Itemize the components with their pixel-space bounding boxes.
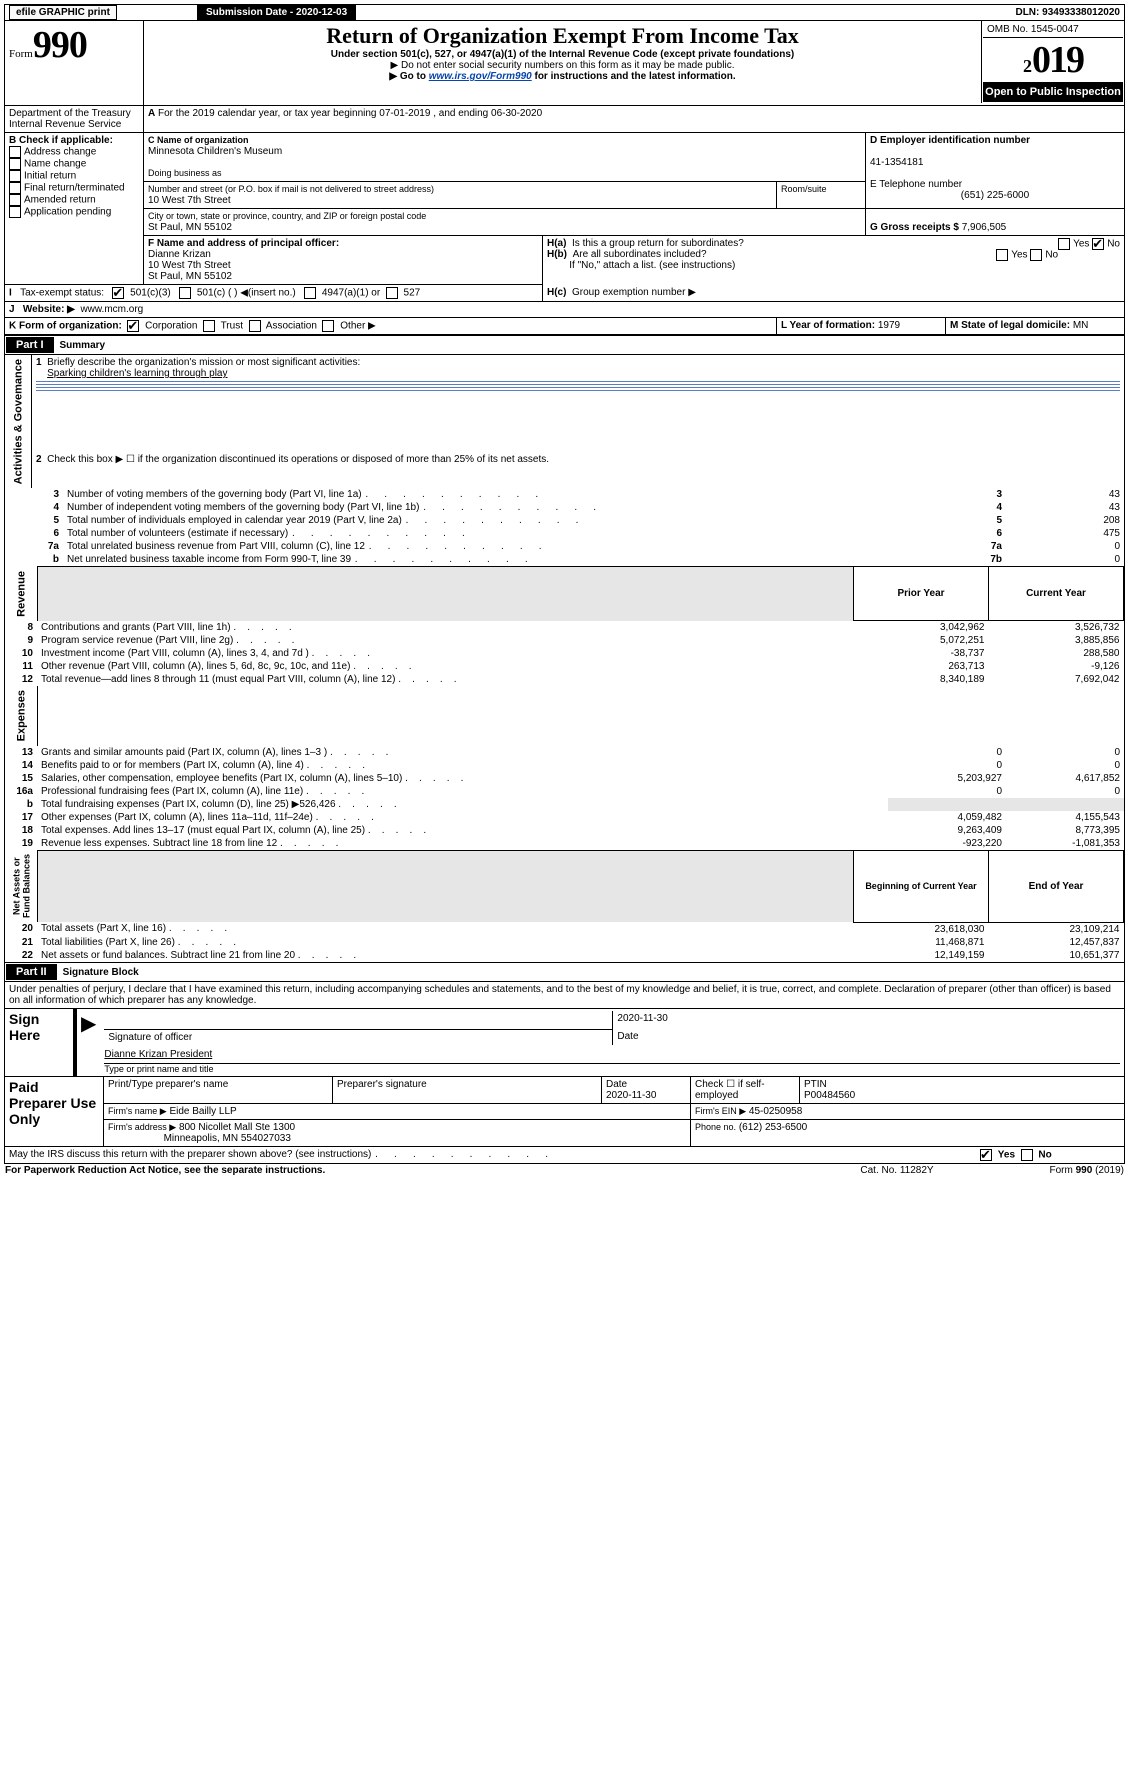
dept-treasury: Department of the TreasuryInternal Reven… bbox=[5, 106, 144, 133]
form-subtitle: Under section 501(c), 527, or 4947(a)(1)… bbox=[148, 49, 977, 60]
discuss: May the IRS discuss this return with the… bbox=[5, 1146, 976, 1163]
col-prior: Prior Year bbox=[854, 567, 989, 621]
section-b: B Check if applicable: Address change Na… bbox=[5, 133, 144, 236]
section-g: G Gross receipts $ 7,906,505 bbox=[866, 209, 1125, 236]
addr: 10 West 7th Street bbox=[148, 195, 231, 206]
part2-hdr: Part II bbox=[6, 964, 57, 980]
date-lbl: Date bbox=[613, 1029, 1120, 1045]
cb-initial[interactable] bbox=[9, 170, 21, 182]
section-j: J Website: ▶ www.mcm.org bbox=[5, 302, 1124, 318]
firm-addr-lbl: Firm's address ▶ bbox=[108, 1122, 176, 1132]
section-i: I Tax-exempt status: 501(c)(3) 501(c) ( … bbox=[5, 285, 543, 302]
part2-title: Signature Block bbox=[57, 967, 139, 978]
room-label: Room/suite bbox=[777, 182, 866, 209]
section-f: F Name and address of principal officer:… bbox=[144, 236, 543, 285]
tax-year: 2019 bbox=[983, 38, 1123, 82]
cb-501c[interactable] bbox=[179, 287, 191, 299]
city: St Paul, MN 55102 bbox=[148, 222, 232, 233]
p2: Preparer's signature bbox=[333, 1076, 602, 1103]
sig-date: 2020-11-30 bbox=[613, 1011, 1120, 1030]
omb-number: OMB No. 1545-0047 bbox=[983, 22, 1123, 38]
part1-title: Summary bbox=[54, 340, 106, 351]
addr-label: Number and street (or P.O. box if mail i… bbox=[148, 184, 434, 194]
section-m: M State of legal domicile: MN bbox=[946, 318, 1125, 335]
paid-preparer: Paid Preparer Use Only bbox=[9, 1079, 99, 1127]
dba-label: Doing business as bbox=[148, 168, 222, 178]
open-public: Open to Public Inspection bbox=[983, 82, 1123, 102]
declaration: Under penalties of perjury, I declare th… bbox=[5, 982, 1124, 1008]
name-lbl: Type or print name and title bbox=[104, 1064, 1120, 1074]
cb-hb-yes[interactable] bbox=[996, 249, 1008, 261]
footer-l: For Paperwork Reduction Act Notice, see … bbox=[5, 1165, 325, 1176]
c-name-label: C Name of organization bbox=[148, 135, 249, 145]
form-number: Form990 bbox=[9, 23, 139, 67]
officer-name: Dianne Krizan President bbox=[104, 1049, 212, 1060]
col-current: Current Year bbox=[989, 567, 1124, 621]
col-boy: Beginning of Current Year bbox=[854, 850, 989, 922]
ein: 45-0250958 bbox=[749, 1106, 802, 1117]
vlabel-na: Net Assets orFund Balances bbox=[5, 850, 37, 922]
sig-officer-lbl: Signature of officer bbox=[104, 1029, 613, 1045]
top-bar: efile GRAPHIC print Submission Date - 20… bbox=[5, 5, 1124, 21]
cb-501c3[interactable] bbox=[112, 287, 124, 299]
line-a: A For the 2019 calendar year, or tax yea… bbox=[144, 106, 1125, 133]
cb-other[interactable] bbox=[322, 320, 334, 332]
dln: DLN: 93493338012020 bbox=[1015, 7, 1120, 18]
p5: PTINP00484560 bbox=[800, 1076, 1125, 1103]
note-link: ▶ Go to www.irs.gov/Form990 for instruct… bbox=[148, 71, 977, 82]
section-d-e: D Employer identification number 41-1354… bbox=[866, 133, 1125, 209]
sign-here: Sign Here bbox=[9, 1011, 69, 1043]
cb-hb-no[interactable] bbox=[1030, 249, 1042, 261]
cb-assoc[interactable] bbox=[249, 320, 261, 332]
footer-r: Form 990 (2019) bbox=[973, 1164, 1125, 1177]
section-hc: H(c) Group exemption number ▶ bbox=[543, 285, 1125, 302]
phone: (612) 253-6500 bbox=[739, 1122, 807, 1133]
col-eoy: End of Year bbox=[989, 850, 1124, 922]
irs-link[interactable]: www.irs.gov/Form990 bbox=[429, 71, 532, 82]
city-label: City or town, state or province, country… bbox=[148, 211, 426, 221]
vlabel-gov: Activities & Govemance bbox=[5, 355, 32, 488]
cb-ha-yes[interactable] bbox=[1058, 238, 1070, 250]
firm-lbl: Firm's name ▶ bbox=[108, 1106, 167, 1116]
vlabel-exp: Expenses bbox=[5, 686, 37, 745]
cb-corp[interactable] bbox=[127, 320, 139, 332]
p1: Print/Type preparer's name bbox=[104, 1076, 333, 1103]
cb-discuss-yes[interactable] bbox=[980, 1149, 992, 1161]
cb-name[interactable] bbox=[9, 158, 21, 170]
firm-name: Eide Bailly LLP bbox=[169, 1106, 236, 1117]
footer-c: Cat. No. 11282Y bbox=[821, 1164, 973, 1177]
section-k: K Form of organization: Corporation Trus… bbox=[5, 318, 777, 335]
org-name: Minnesota Children's Museum bbox=[148, 146, 282, 157]
section-h: H(a) Is this a group return for subordin… bbox=[543, 236, 1125, 285]
note-ssn: ▶ Do not enter social security numbers o… bbox=[148, 60, 977, 71]
part1-hdr: Part I bbox=[6, 337, 54, 353]
ein-lbl: Firm's EIN ▶ bbox=[695, 1106, 746, 1116]
cb-527[interactable] bbox=[386, 287, 398, 299]
cb-final[interactable] bbox=[9, 182, 21, 194]
cb-ha-no[interactable] bbox=[1092, 238, 1104, 250]
cb-4947[interactable] bbox=[304, 287, 316, 299]
section-l: L Year of formation: 1979 bbox=[777, 318, 946, 335]
p3: Date2020-11-30 bbox=[602, 1076, 691, 1103]
l1: Briefly describe the organization's miss… bbox=[47, 357, 360, 368]
submission-date: Submission Date - 2020-12-03 bbox=[197, 4, 356, 21]
firm-addr: 800 Nicollet Mall Ste 1300 bbox=[179, 1122, 295, 1133]
vlabel-rev: Revenue bbox=[5, 567, 37, 621]
l2: Check this box ▶ ☐ if the organization d… bbox=[47, 454, 549, 465]
l1v: Sparking children's learning through pla… bbox=[47, 368, 227, 379]
cb-pending[interactable] bbox=[9, 206, 21, 218]
cb-amended[interactable] bbox=[9, 194, 21, 206]
phone-lbl: Phone no. bbox=[695, 1122, 736, 1132]
cb-discuss-no[interactable] bbox=[1021, 1149, 1033, 1161]
p4: Check ☐ if self-employed bbox=[691, 1076, 800, 1103]
cb-address[interactable] bbox=[9, 146, 21, 158]
form-title: Return of Organization Exempt From Incom… bbox=[148, 23, 977, 49]
efile-btn[interactable]: efile GRAPHIC print bbox=[9, 5, 117, 20]
cb-trust[interactable] bbox=[203, 320, 215, 332]
